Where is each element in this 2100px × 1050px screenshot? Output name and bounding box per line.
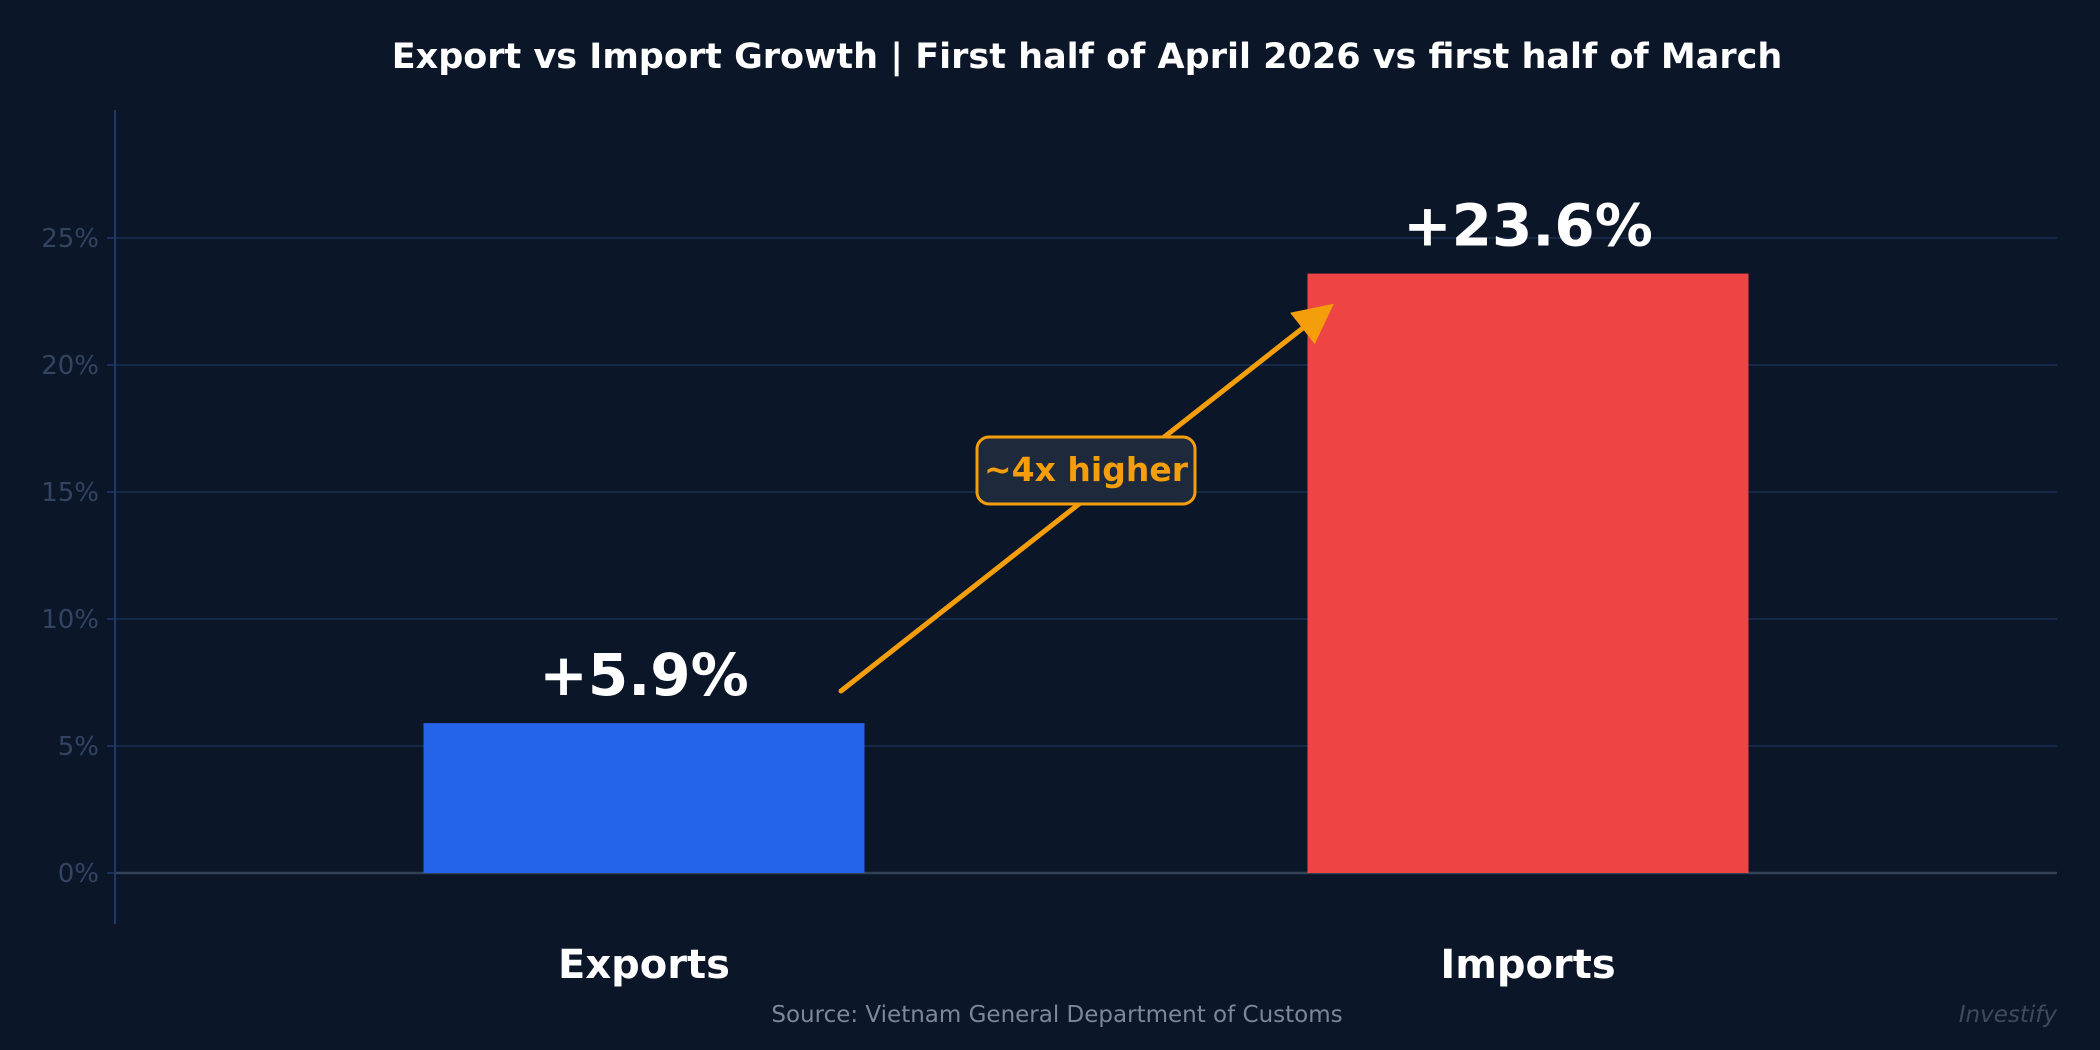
y-tick-label: 5% — [58, 732, 99, 762]
source-note: Source: Vietnam General Department of Cu… — [771, 1002, 1342, 1028]
bar-exports — [423, 723, 865, 873]
chart-title: Export vs Import Growth | First half of … — [392, 37, 1783, 77]
y-tick-label: 25% — [41, 224, 99, 254]
y-tick-label: 20% — [41, 351, 99, 381]
annotation-box — [975, 435, 1197, 506]
x-category-label: Imports — [1440, 942, 1615, 988]
bar-imports — [1307, 273, 1749, 873]
value-label: +23.6% — [1403, 192, 1653, 260]
value-label: +5.9% — [539, 641, 748, 709]
y-tick-label: 10% — [41, 605, 99, 635]
y-tick-label: 0% — [58, 859, 99, 889]
y-tick-label: 15% — [41, 478, 99, 508]
x-category-label: Exports — [558, 942, 730, 988]
watermark-logo: Investify — [1959, 1002, 2058, 1028]
annotation-text: ~4x higher — [984, 450, 1189, 489]
